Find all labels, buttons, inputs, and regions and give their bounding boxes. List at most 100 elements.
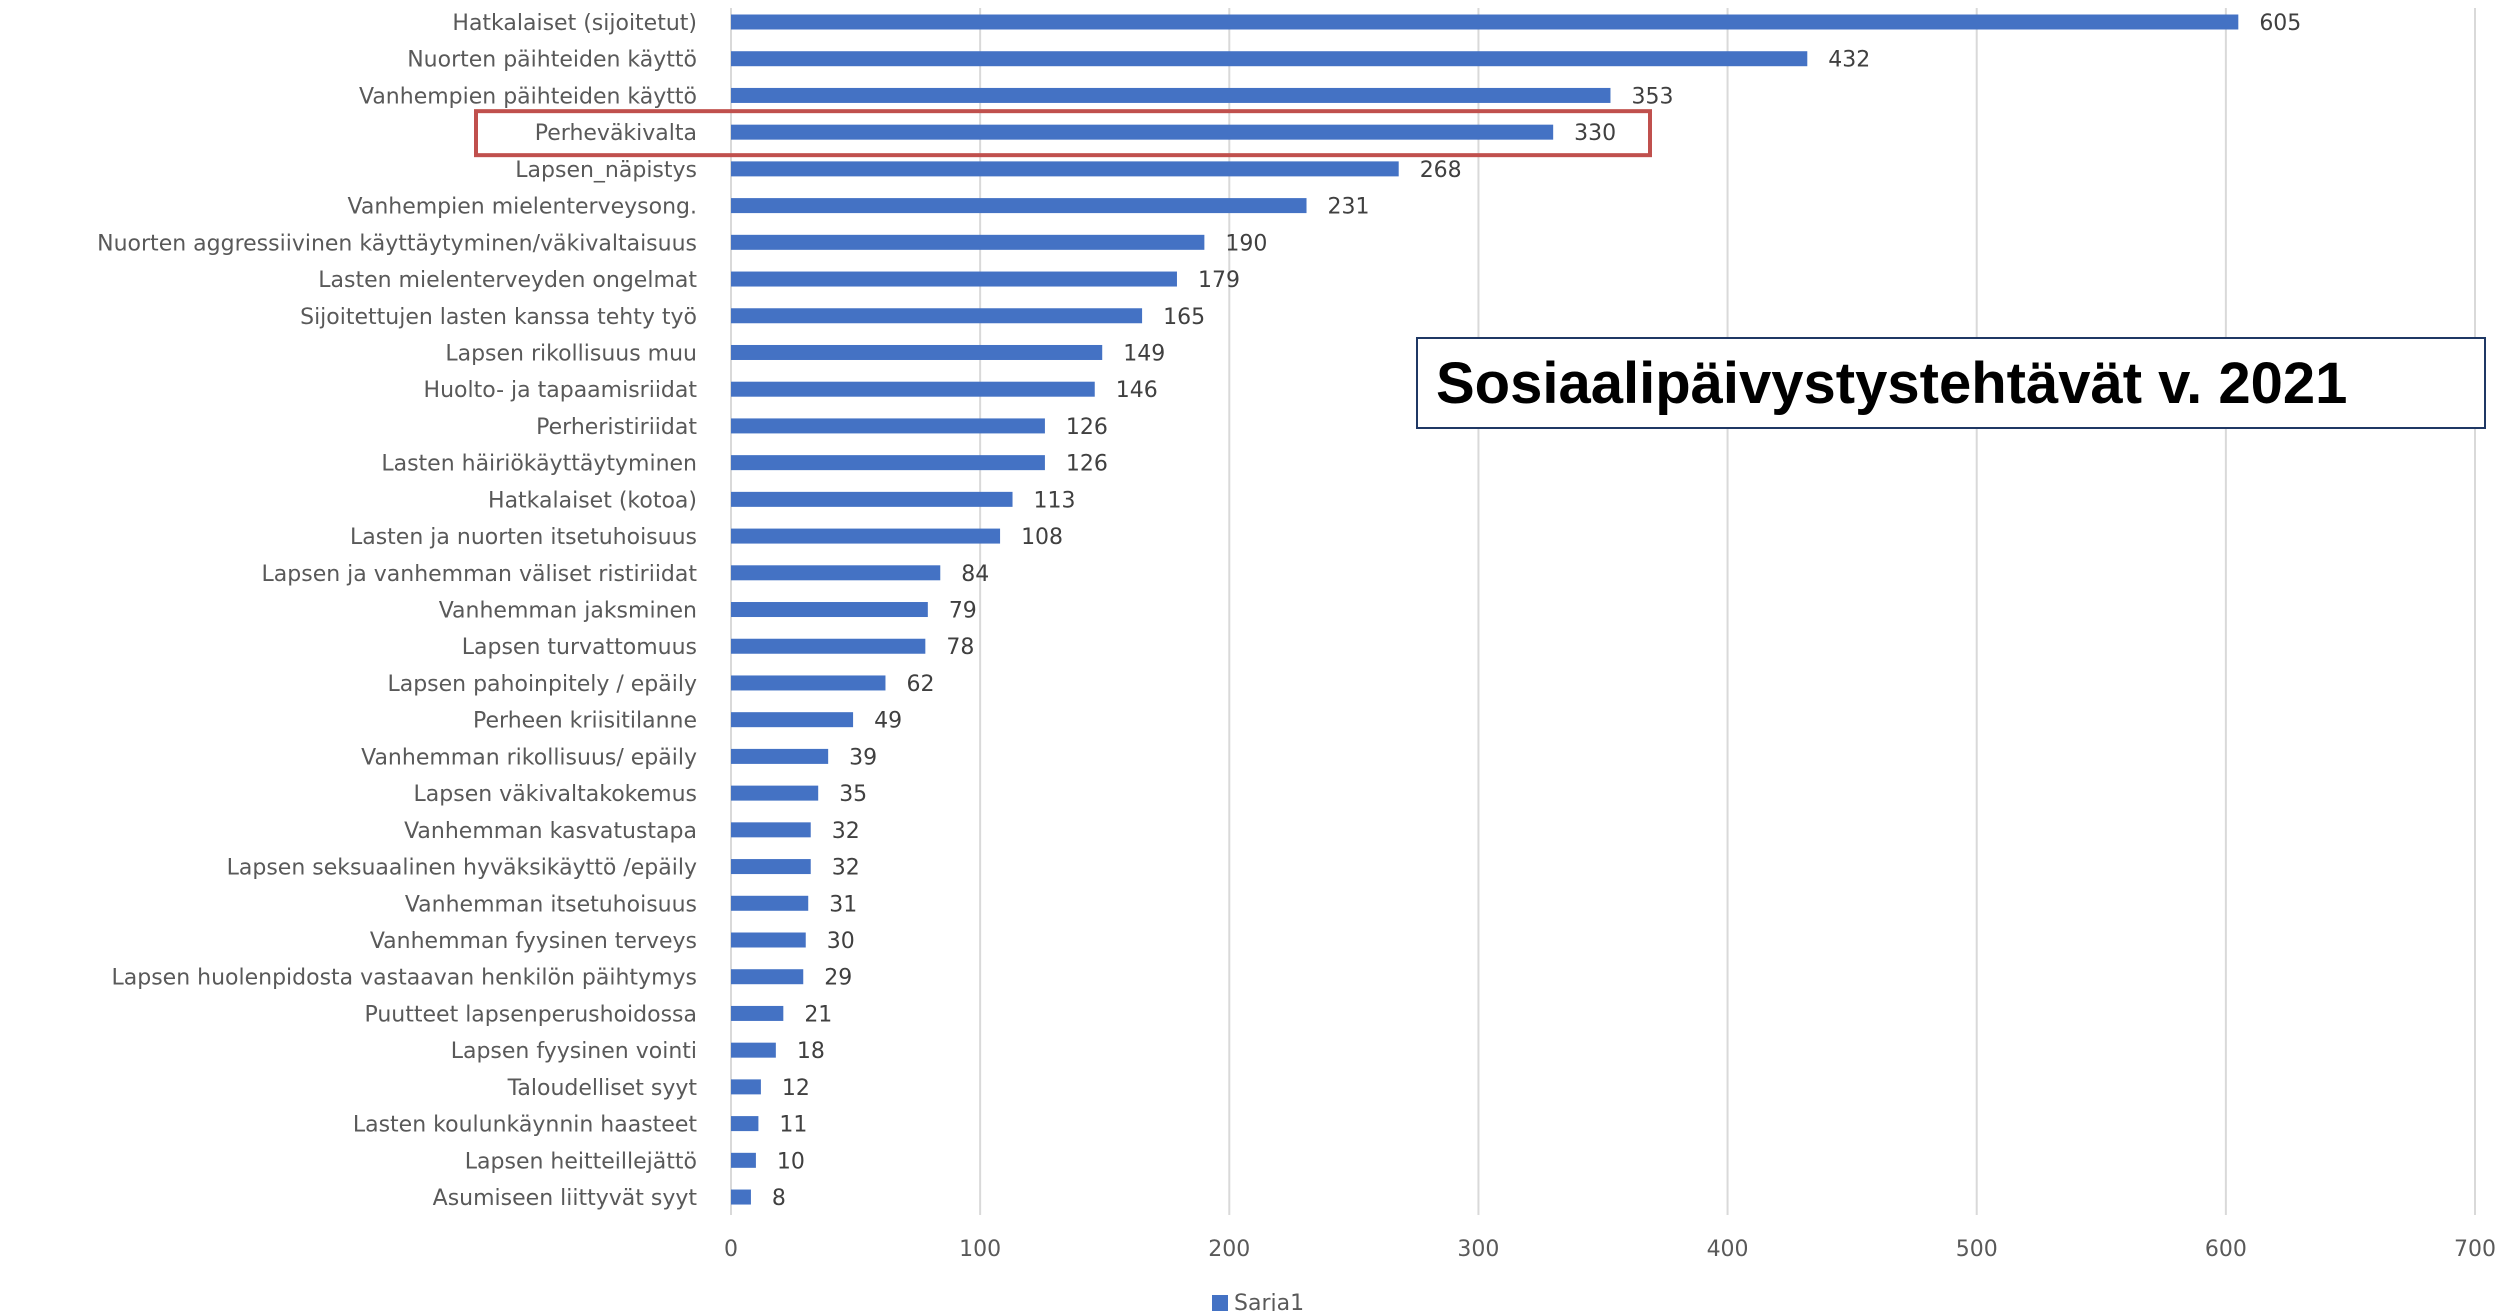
bar-8 [731, 308, 1143, 324]
category-label-14: Lasten ja nuorten itsetuhoisuus [350, 525, 697, 550]
category-label-23: Lapsen seksuaalinen hyväksikäyttö /epäil… [227, 856, 697, 881]
category-label-26: Lapsen huolenpidosta vastaavan henkilön … [112, 966, 697, 991]
category-labels: Hatkalaiset (sijoitetut) Nuorten päihteid… [97, 11, 697, 1211]
bar-6 [731, 234, 1205, 250]
category-label-11: Perheristiriidat [536, 415, 697, 440]
value-label-4: 268 [1420, 158, 1462, 183]
bar-29 [731, 1079, 761, 1095]
category-label-0: Hatkalaiset (sijoitetut) [452, 11, 697, 36]
category-label-2: Vanhempien päihteiden käyttö [359, 84, 697, 109]
gridlines [730, 8, 2476, 1215]
value-label-14: 108 [1021, 525, 1063, 550]
bar-15 [731, 565, 941, 581]
category-label-17: Lapsen turvattomuus [462, 635, 697, 660]
bar-28 [731, 1042, 776, 1058]
highlight-rectangle [474, 109, 1652, 158]
x-tick-label-400: 400 [1707, 1237, 1749, 1262]
category-label-29: Taloudelliset syyt [507, 1076, 698, 1101]
category-label-25: Vanhemman fyysinen terveys [370, 929, 697, 954]
value-label-13: 113 [1034, 488, 1076, 513]
value-label-17: 78 [946, 635, 974, 660]
value-labels: 605 432 353 330 268 231 190 179 165 149 146 126 126 1… [772, 11, 2301, 1211]
value-label-27: 21 [804, 1002, 832, 1027]
category-label-8: Sijoitettujen lasten kanssa tehty työ [300, 305, 697, 330]
category-label-32: Asumiseen liittyvät syyt [433, 1186, 698, 1211]
category-label-30: Lasten koulunkäynnin haasteet [353, 1113, 698, 1138]
category-label-24: Vanhemman itsetuhoisuus [405, 892, 697, 917]
category-label-22: Vanhemman kasvatustapa [404, 819, 697, 844]
category-label-28: Lapsen fyysinen vointi [451, 1039, 697, 1064]
bar-27 [731, 1005, 784, 1021]
value-label-16: 79 [949, 599, 977, 624]
category-label-3: Perheväkivalta [535, 121, 697, 146]
category-label-31: Lapsen heitteillejättö [465, 1149, 697, 1174]
value-label-5: 231 [1328, 195, 1370, 220]
bar-25 [731, 932, 806, 948]
category-label-10: Huolto- ja tapaamisriidat [424, 378, 698, 403]
bar-3 [731, 124, 1554, 140]
chart-title-box: Sosiaalipäivystystehtävät v. 2021 [1416, 337, 2486, 429]
value-label-20: 39 [849, 745, 877, 770]
category-label-13: Hatkalaiset (kotoa) [488, 488, 697, 513]
value-label-10: 146 [1116, 378, 1158, 403]
category-label-15: Lapsen ja vanhemman väliset ristiriidat [262, 562, 698, 587]
category-label-21: Lapsen väkivaltakokemus [414, 782, 697, 807]
bar-9 [731, 344, 1103, 360]
legend-swatch [1212, 1295, 1228, 1311]
value-label-19: 49 [874, 709, 902, 734]
value-label-6: 190 [1225, 231, 1267, 256]
bar-30 [731, 1116, 759, 1132]
value-label-22: 32 [832, 819, 860, 844]
bar-7 [731, 271, 1177, 287]
bar-24 [731, 895, 809, 911]
value-label-1: 432 [1828, 48, 1870, 73]
bar-2 [731, 87, 1611, 103]
category-label-16: Vanhemman jaksminen [439, 599, 697, 624]
value-label-15: 84 [961, 562, 989, 587]
category-label-12: Lasten häiriökäyttäytyminen [381, 452, 697, 477]
value-label-26: 29 [824, 966, 852, 991]
value-label-29: 12 [782, 1076, 810, 1101]
value-label-18: 62 [906, 672, 934, 697]
bar-18 [731, 675, 886, 691]
value-label-9: 149 [1123, 341, 1165, 366]
value-label-32: 8 [772, 1186, 786, 1211]
bar-14 [731, 528, 1001, 544]
x-tick-label-700: 700 [2454, 1237, 2496, 1262]
category-label-6: Nuorten aggressiivinen käyttäytyminen/vä… [97, 231, 697, 256]
value-label-24: 31 [829, 892, 857, 917]
bar-0 [731, 14, 2239, 30]
bar-23 [731, 859, 811, 875]
bar-26 [731, 969, 804, 985]
bar-12 [731, 455, 1045, 471]
x-tick-label-300: 300 [1457, 1237, 1499, 1262]
category-label-7: Lasten mielenterveyden ongelmat [318, 268, 697, 293]
value-label-28: 18 [797, 1039, 825, 1064]
category-label-4: Lapsen_näpistys [515, 158, 697, 183]
category-label-1: Nuorten päihteiden käyttö [407, 48, 697, 73]
bar-5 [731, 198, 1307, 214]
x-tick-label-0: 0 [724, 1237, 738, 1262]
x-tick-label-200: 200 [1208, 1237, 1250, 1262]
x-tick-label-100: 100 [959, 1237, 1001, 1262]
x-axis-tick-labels: 0 100 200 300 400 500 600 700 [724, 1237, 2496, 1262]
bar-17 [731, 638, 926, 654]
bar-10 [731, 381, 1095, 397]
value-label-12: 126 [1066, 452, 1108, 477]
legend: Sarja1 [1212, 1291, 1304, 1311]
highlight-box [474, 109, 1652, 158]
value-label-8: 165 [1163, 305, 1205, 330]
value-label-2: 353 [1631, 84, 1673, 109]
value-label-7: 179 [1198, 268, 1240, 293]
category-label-20: Vanhemman rikollisuus/ epäily [361, 745, 697, 770]
legend-label: Sarja1 [1234, 1291, 1304, 1311]
bar-19 [731, 712, 854, 728]
bar-22 [731, 822, 811, 838]
category-label-19: Perheen kriisitilanne [473, 709, 697, 734]
bar-20 [731, 748, 829, 764]
value-label-31: 10 [777, 1149, 805, 1174]
chart-title: Sosiaalipäivystystehtävät v. 2021 [1436, 350, 2348, 416]
value-label-0: 605 [2259, 11, 2301, 36]
category-label-9: Lapsen rikollisuus muu [445, 341, 697, 366]
